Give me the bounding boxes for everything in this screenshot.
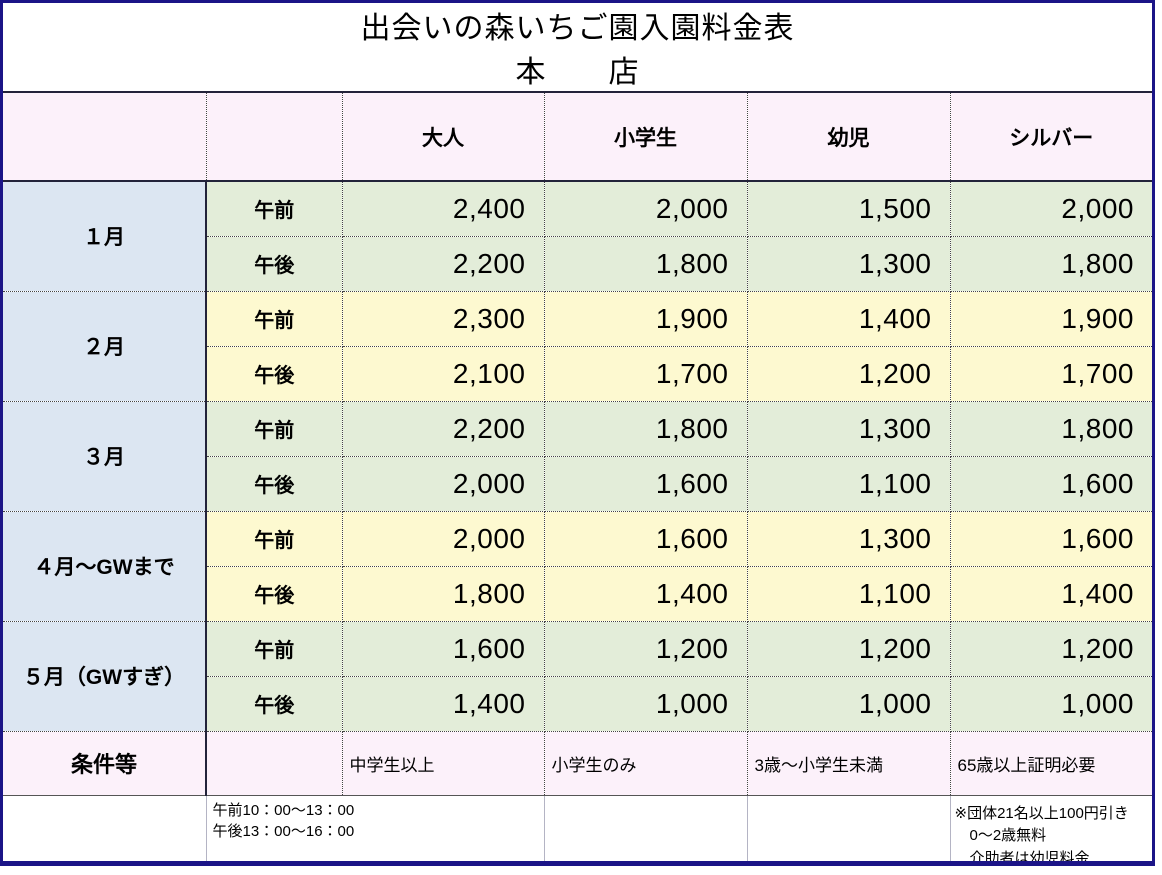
row-jan-am: １月 午前 2,400 2,000 1,500 2,000 [3,180,1152,292]
price-table: 大人 小学生 幼児 シルバー １月 午前 2,400 2,000 1,500 2… [3,93,1152,866]
price-cell: 1,200 [746,620,951,677]
header-spacer-session [205,93,343,182]
session-cell: 午前 [205,620,343,677]
price-cell: 2,300 [341,290,545,347]
note-line-helper: 介助者は幼児料金 [954,849,1090,866]
price-cell: 1,100 [746,565,951,622]
group-discount-note: ※団体21名以上100円引き 0～2歳無料 介助者は幼児料金 [949,795,1152,866]
price-cell: 1,800 [543,235,748,292]
price-cell: 1,800 [949,235,1152,292]
row-mar-pm: 午後 2,000 1,600 1,100 1,600 [3,455,1152,512]
hours-line-am: 午前10：00～13：00 [212,801,355,819]
price-cell: 1,800 [341,565,545,622]
row-mar-am: ３月 午前 2,200 1,800 1,300 1,800 [3,400,1152,512]
price-cell: 2,000 [949,180,1152,237]
price-cell: 1,100 [746,455,951,512]
page-title: 出会いの森いちご園入園料金表 [360,12,795,45]
month-cell-may: ５月（GWすぎ） [3,620,207,732]
price-cell: 2,000 [341,455,545,512]
session-cell: 午前 [205,180,343,237]
month-cell-jan: １月 [3,180,207,292]
conditions-spacer [205,730,343,796]
session-cell: 午前 [205,510,343,567]
note-line-free: 0～2歳無料 [954,827,1047,844]
price-cell: 1,400 [543,565,748,622]
session-cell: 午前 [205,400,343,457]
hours-line-pm: 午後13：00～16：00 [212,823,355,841]
header-spacer-month [3,93,207,182]
header-row: 大人 小学生 幼児 シルバー [3,93,1152,182]
price-cell: 1,900 [543,290,748,347]
col-header-adult: 大人 [341,93,545,182]
price-cell: 2,200 [341,235,545,292]
session-cell: 午前 [205,290,343,347]
row-feb-am: ２月 午前 2,300 1,900 1,400 1,900 [3,290,1152,402]
price-cell: 2,400 [341,180,545,237]
price-cell: 2,100 [341,345,545,402]
price-cell: 1,400 [746,290,951,347]
price-cell: 1,000 [746,675,951,732]
price-cell: 1,200 [746,345,951,402]
month-cell-apr: ４月～GWまで [3,510,207,622]
row-apr-pm: 午後 1,800 1,400 1,100 1,400 [3,565,1152,622]
price-cell: 1,500 [746,180,951,237]
price-cell: 1,700 [543,345,748,402]
price-cell: 1,800 [543,400,748,457]
price-cell: 1,600 [543,455,748,512]
col-header-elementary: 小学生 [543,93,748,182]
price-cell: 2,200 [341,400,545,457]
month-cell-mar: ３月 [3,400,207,512]
session-cell: 午後 [206,565,343,622]
price-cell: 1,300 [746,235,951,292]
conditions-label: 条件等 [3,730,207,796]
row-may-am: ５月（GWすぎ） 午前 1,600 1,200 1,200 1,200 [3,620,1152,732]
price-cell: 1,800 [949,400,1152,457]
title-block: 出会いの森いちご園入園料金表 本 店 [3,3,1152,93]
month-cell-feb: ２月 [3,290,207,402]
price-cell: 1,000 [543,675,748,732]
footer-spacer-mid1 [543,795,747,861]
condition-elementary: 小学生のみ [543,730,748,796]
condition-senior: 65歳以上証明必要 [949,730,1152,796]
session-cell: 午後 [206,455,343,512]
store-name: 本 店 [515,56,640,89]
price-cell: 1,200 [543,620,748,677]
price-cell: 1,200 [949,620,1152,677]
price-cell: 1,600 [949,510,1152,567]
price-cell: 1,400 [341,675,545,732]
col-header-infant: 幼児 [746,93,951,182]
footer-row: 午前10：00～13：00 午後13：00～16：00 ※団体21名以上100円… [3,795,1152,866]
opening-hours-note: 午前10：00～13：00 午後13：00～16：00 [205,795,544,861]
row-apr-am: ４月～GWまで 午前 2,000 1,600 1,300 1,600 [3,510,1152,622]
footer-spacer-mid2 [746,795,950,861]
row-may-pm: 午後 1,400 1,000 1,000 1,000 [3,675,1152,732]
price-cell: 1,300 [746,510,951,567]
note-line-group: ※団体21名以上100円引き [954,804,1129,822]
price-cell: 1,600 [949,455,1152,512]
price-cell: 1,900 [949,290,1152,347]
price-cell: 2,000 [341,510,545,567]
condition-adult: 中学生以上 [341,730,545,796]
footer-spacer-left [3,795,206,861]
price-cell: 1,600 [341,620,545,677]
session-cell: 午後 [206,235,343,292]
price-cell: 1,400 [949,565,1152,622]
price-cell: 1,600 [543,510,748,567]
session-cell: 午後 [206,345,343,402]
row-feb-pm: 午後 2,100 1,700 1,200 1,700 [3,345,1152,402]
col-header-senior: シルバー [949,93,1152,182]
session-cell: 午後 [206,675,343,732]
condition-infant: 3歳～小学生未満 [746,730,951,796]
conditions-row: 条件等 中学生以上 小学生のみ 3歳～小学生未満 65歳以上証明必要 [3,730,1152,796]
price-cell: 1,000 [949,675,1152,732]
price-cell: 2,000 [543,180,748,237]
price-cell: 1,300 [746,400,951,457]
price-cell: 1,700 [949,345,1152,402]
